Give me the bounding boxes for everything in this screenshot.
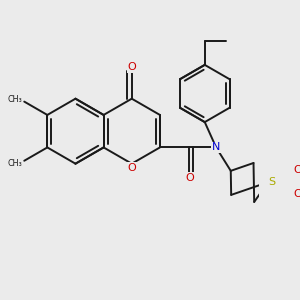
Text: S: S — [268, 177, 275, 187]
Text: O: O — [293, 190, 300, 200]
Text: CH₃: CH₃ — [8, 94, 22, 103]
Text: O: O — [128, 62, 136, 72]
Text: O: O — [293, 165, 300, 175]
Text: CH₃: CH₃ — [8, 159, 22, 168]
Text: N: N — [212, 142, 220, 152]
Text: O: O — [186, 173, 195, 183]
Text: O: O — [128, 163, 136, 173]
